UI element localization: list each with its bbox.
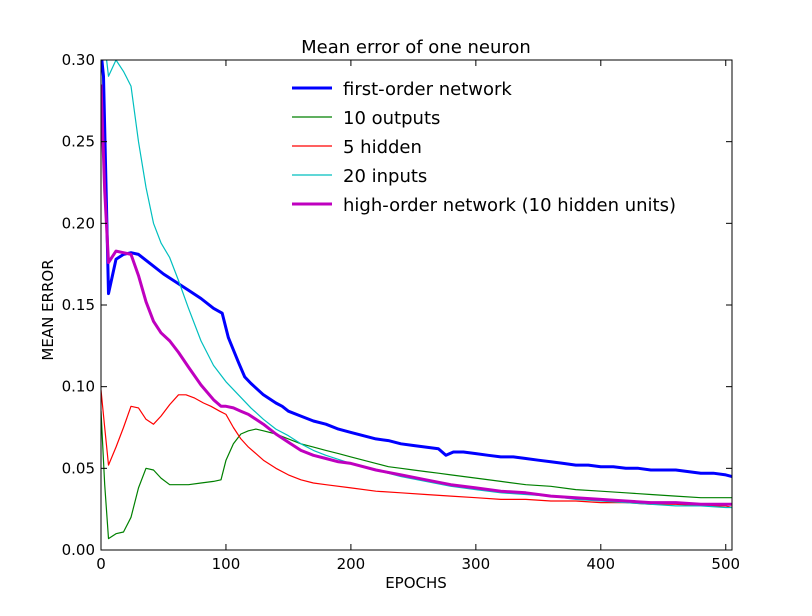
x-axis-label: EPOCHS (385, 574, 447, 592)
legend-label-3: 5 hidden (343, 137, 422, 158)
series-line-2 (101, 411, 732, 540)
legend-label-5: high-order network (10 hidden units) (343, 195, 676, 216)
y-tick-label: 0.15 (62, 296, 95, 314)
series-layer (101, 60, 732, 540)
x-tick-label: 200 (337, 555, 366, 573)
legend-label-4: 20 inputs (343, 166, 427, 187)
y-tick-label: 0.10 (62, 378, 95, 396)
series-line-5 (101, 84, 732, 506)
x-tick-label: 0 (96, 555, 106, 573)
x-tick-label: 500 (711, 555, 740, 573)
series-line-1 (101, 60, 732, 478)
legend-label-2: 10 outputs (343, 108, 440, 129)
chart-title: Mean error of one neuron (301, 37, 531, 58)
legend-label-1: first-order network (343, 79, 512, 100)
y-axis-label: MEAN ERROR (39, 259, 57, 360)
y-tick-label: 0.05 (62, 459, 95, 477)
x-axis: 0 100 200 300 400 500 (96, 60, 740, 573)
series-line-3 (101, 389, 732, 509)
x-tick-label: 400 (586, 555, 615, 573)
series-line-4 (105, 60, 732, 509)
y-tick-label: 0.25 (62, 133, 95, 151)
y-tick-label: 0.20 (62, 214, 95, 232)
x-tick-label: 300 (462, 555, 491, 573)
y-axis: 0.00 0.05 0.10 0.15 0.20 0.25 0.30 (62, 51, 732, 559)
y-tick-label: 0.00 (62, 541, 95, 559)
legend: first-order network 10 outputs 5 hidden 20 … (292, 79, 676, 216)
y-tick-label: 0.30 (62, 51, 95, 69)
x-tick-label: 100 (212, 555, 241, 573)
